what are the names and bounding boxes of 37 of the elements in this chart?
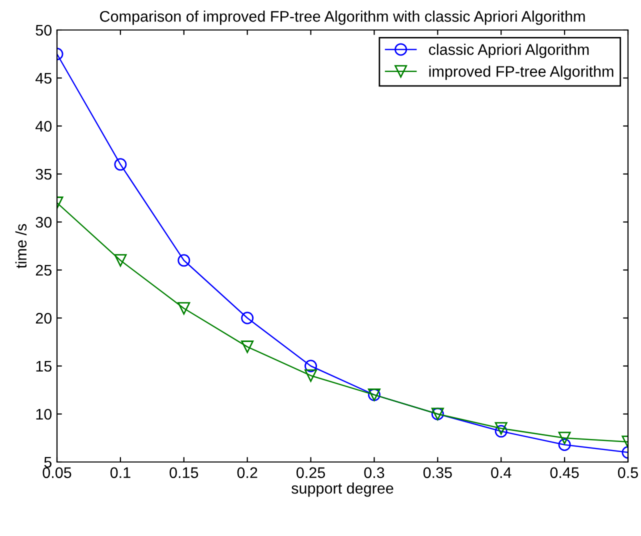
point — [241, 340, 254, 354]
point — [304, 360, 318, 372]
y-axis-title: time /s — [15, 224, 27, 268]
x-tick-label: 0.1 — [110, 467, 130, 478]
point — [558, 432, 571, 444]
x-tick-label: 0.25 — [296, 467, 326, 478]
x-tick-label: 0.5 — [618, 467, 638, 478]
y-tick-label: 10 — [36, 408, 52, 420]
point — [494, 422, 508, 435]
x-tick-label: 0.2 — [237, 467, 258, 478]
y-tick-label: 50 — [36, 24, 52, 36]
legend-label: classic Apriori Algorithm — [428, 44, 589, 58]
x-tick-label: 0.3 — [364, 467, 384, 478]
y-tick-label: 30 — [36, 216, 52, 228]
x-tick-label: 0.45 — [550, 467, 579, 478]
chart-title: Comparison of improved FP-tree Algorithm with classic Apriori Algorithm — [100, 10, 585, 25]
y-tick-label: 45 — [36, 73, 52, 84]
x-tick-label: 0.35 — [423, 467, 452, 478]
legend-label: improved FP-tree Algorithm — [429, 66, 614, 80]
x-tick-label: 0.4 — [491, 467, 512, 478]
point — [114, 158, 127, 171]
point — [114, 254, 127, 267]
point — [494, 425, 508, 438]
y-tick-label: 35 — [36, 168, 52, 180]
point — [304, 369, 318, 382]
y-tick-label: 15 — [36, 361, 52, 372]
point — [241, 312, 254, 324]
x-tick-label: 0.15 — [170, 467, 198, 478]
y-tick-label: 20 — [36, 312, 52, 324]
point — [178, 254, 190, 267]
point — [178, 302, 190, 315]
point — [558, 438, 571, 451]
x-tick-label: 0.05 — [42, 467, 72, 478]
y-tick-label: 25 — [36, 264, 52, 276]
y-tick-label: 40 — [36, 120, 52, 132]
x-axis-title: support degree — [292, 482, 394, 497]
y-tick-label: 5 — [44, 457, 52, 468]
